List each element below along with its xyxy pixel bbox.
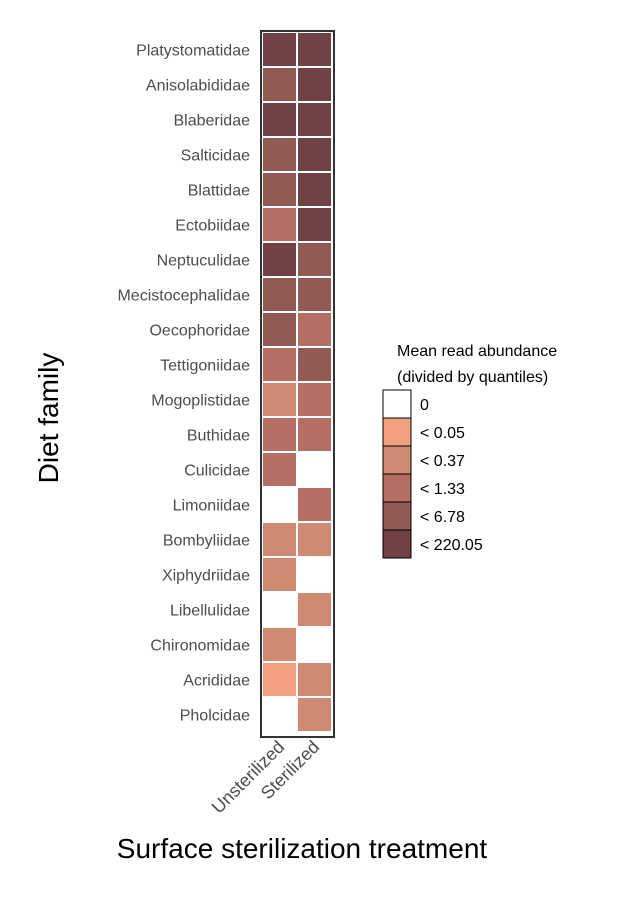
y-tick-label: Mogoplistidae [151, 393, 250, 410]
y-tick-label: Limoniidae [173, 498, 250, 515]
y-axis-title: Diet family [33, 353, 64, 484]
heatmap-cell-salticidae-sterilized [298, 138, 331, 171]
heatmap-cell-blaberidae-unsterilized [263, 103, 296, 136]
heatmap-cell-tettigoniidae-unsterilized [263, 348, 296, 381]
heatmap-cell-xiphydriidae-sterilized [298, 558, 331, 591]
y-tick-labels: Platystomatidae Anisolabididae Blaberidae S… [117, 43, 250, 725]
y-tick-label: Chironomidae [150, 638, 250, 655]
heatmap-cell-buthidae-unsterilized [263, 418, 296, 451]
heatmap-cell-limoniidae-sterilized [298, 488, 331, 521]
heatmap-cells [263, 33, 331, 731]
heatmap-cell-ectobiidae-unsterilized [263, 208, 296, 241]
y-tick-label: Neptuculidae [157, 253, 251, 270]
heatmap-cell-oecophoridae-sterilized [298, 313, 331, 346]
legend: Mean read abundance (divided by quantile… [382, 343, 557, 559]
legend-key-label: < 0.37 [420, 453, 465, 470]
y-tick-label: Mecistocephalidae [117, 288, 250, 305]
heatmap-cell-libellulidae-unsterilized [263, 593, 296, 626]
legend-title-line-1: Mean read abundance [397, 343, 557, 360]
heatmap-cell-neptuculidae-unsterilized [263, 243, 296, 276]
heatmap-cell-blaberidae-sterilized [298, 103, 331, 136]
legend-keys: 0 < 0.05 < 0.37 < 1.33 < 6.78 < 220.05 [382, 389, 483, 559]
x-axis-title: Surface sterilization treatment [117, 833, 488, 864]
y-tick-label: Pholcidae [180, 708, 250, 725]
legend-key-swatch [382, 501, 412, 531]
heatmap-cell-mecistocephalidae-unsterilized [263, 278, 296, 311]
legend-key-swatch [382, 529, 412, 559]
heatmap-cell-mogoplistidae-unsterilized [263, 383, 296, 416]
heatmap-cell-acrididae-unsterilized [263, 663, 296, 696]
heatmap-cell-mogoplistidae-sterilized [298, 383, 331, 416]
heatmap-cell-mecistocephalidae-sterilized [298, 278, 331, 311]
legend-key-label: < 220.05 [420, 537, 483, 554]
legend-key-swatch [382, 445, 412, 475]
y-tick-label: Buthidae [187, 428, 250, 445]
heatmap-cell-bombyliidae-unsterilized [263, 523, 296, 556]
heatmap-cell-chironomidae-unsterilized [263, 628, 296, 661]
heatmap-cell-acrididae-sterilized [298, 663, 331, 696]
legend-key-swatch [382, 473, 412, 503]
heatmap-cell-neptuculidae-sterilized [298, 243, 331, 276]
legend-key-label: < 1.33 [420, 481, 465, 498]
y-tick-label: Tettigoniidae [160, 358, 250, 375]
y-tick-label: Platystomatidae [136, 43, 250, 60]
legend-key-swatch [382, 417, 412, 447]
heatmap-cell-libellulidae-sterilized [298, 593, 331, 626]
legend-title-line-2: (divided by quantiles) [397, 369, 548, 386]
heatmap-cell-culicidae-sterilized [298, 453, 331, 486]
y-tick-label: Blattidae [188, 183, 250, 200]
y-tick-label: Anisolabididae [146, 78, 250, 95]
heatmap-cell-bombyliidae-sterilized [298, 523, 331, 556]
legend-key-label: < 6.78 [420, 509, 465, 526]
y-tick-label: Xiphydriidae [162, 568, 250, 585]
y-tick-label: Blaberidae [174, 113, 251, 130]
legend-key-label: < 0.05 [420, 425, 465, 442]
heatmap-cell-blattidae-unsterilized [263, 173, 296, 206]
heatmap-cell-limoniidae-unsterilized [263, 488, 296, 521]
y-tick-label: Oecophoridae [149, 323, 250, 340]
y-tick-label: Culicidae [184, 463, 250, 480]
y-tick-label: Ectobiidae [175, 218, 250, 235]
panel-border [260, 30, 335, 738]
heatmap-cell-buthidae-sterilized [298, 418, 331, 451]
heatmap-cell-blattidae-sterilized [298, 173, 331, 206]
y-tick-label: Acrididae [183, 673, 250, 690]
heatmap-cell-chironomidae-sterilized [298, 628, 331, 661]
y-tick-label: Bombyliidae [163, 533, 250, 550]
heatmap-cell-culicidae-unsterilized [263, 453, 296, 486]
heatmap-cell-anisolabididae-sterilized [298, 68, 331, 101]
heatmap-cell-oecophoridae-unsterilized [263, 313, 296, 346]
heatmap-cell-pholcidae-unsterilized [263, 698, 296, 731]
y-tick-label: Libellulidae [170, 603, 250, 620]
heatmap-cell-platystomatidae-sterilized [298, 33, 331, 66]
legend-key-swatch [382, 389, 412, 419]
heatmap-cell-xiphydriidae-unsterilized [263, 558, 296, 591]
heatmap-cell-salticidae-unsterilized [263, 138, 296, 171]
heatmap-cell-pholcidae-sterilized [298, 698, 331, 731]
heatmap-cell-anisolabididae-unsterilized [263, 68, 296, 101]
heatmap-cell-tettigoniidae-sterilized [298, 348, 331, 381]
heatmap-cell-ectobiidae-sterilized [298, 208, 331, 241]
legend-key-label: 0 [420, 397, 429, 414]
heatmap-cell-platystomatidae-unsterilized [263, 33, 296, 66]
y-tick-label: Salticidae [181, 148, 250, 165]
